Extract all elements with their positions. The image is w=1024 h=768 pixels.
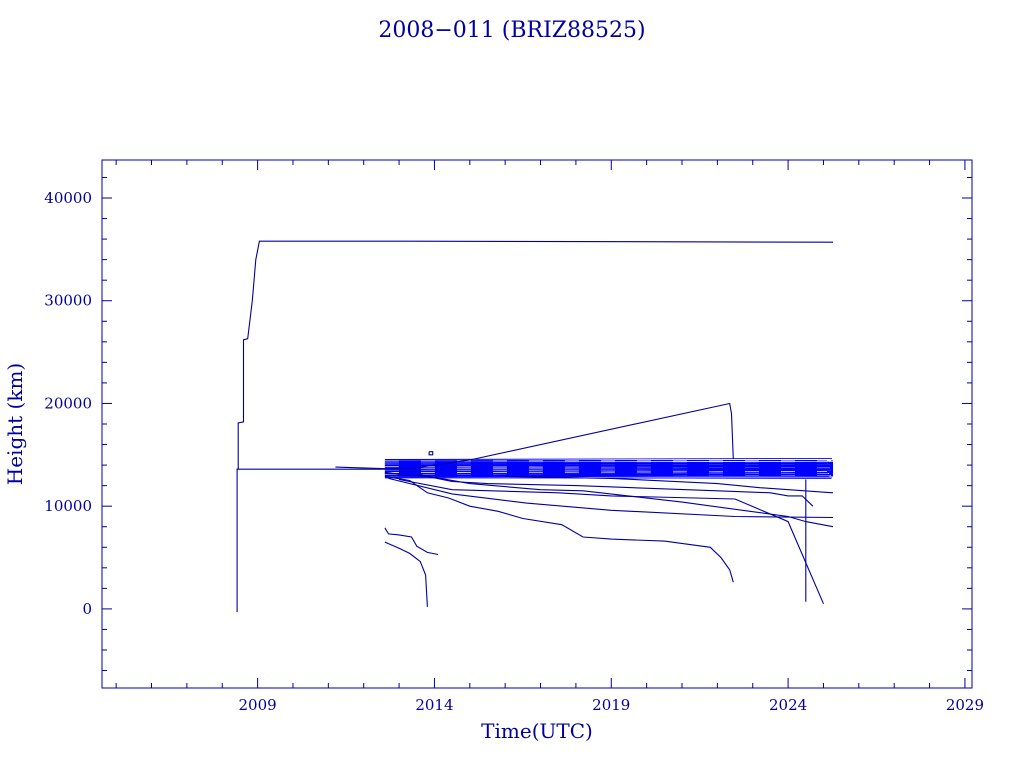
dense-band-line [384, 466, 832, 469]
series-line [237, 240, 834, 470]
y-tick-label: 0 [82, 600, 92, 618]
dense-band-line [384, 471, 828, 473]
plot-frame [101, 159, 973, 689]
axis-tick-labels: 2009 2014 2019 2024 2029 0 10000 20000 30000 4000… [44, 189, 984, 714]
x-tick-label: 2024 [769, 696, 807, 714]
series-line [384, 541, 428, 607]
series-line [388, 477, 834, 519]
x-tick-label: 2019 [592, 696, 630, 714]
y-axis-label: Height (km) [3, 363, 27, 485]
dense-band-line [384, 458, 833, 460]
series-line [384, 471, 814, 507]
series-line [398, 478, 825, 605]
x-tick-label: 2014 [415, 696, 453, 714]
series-line [236, 468, 385, 612]
y-tick-label: 10000 [44, 497, 92, 515]
y-tick-label: 20000 [44, 394, 92, 412]
x-tick-label: 2009 [239, 696, 277, 714]
series-line [416, 473, 834, 528]
series-line [335, 402, 734, 470]
dense-band-line [384, 462, 829, 465]
series-line [428, 451, 434, 456]
series-line [384, 527, 439, 556]
axis-ticks [102, 160, 972, 688]
chart-title: 2008−011 (BRIZ88525) [378, 18, 645, 43]
y-tick-label: 40000 [44, 189, 92, 207]
y-tick-label: 30000 [44, 292, 92, 310]
series-layer [236, 240, 834, 612]
dense-band-line [384, 475, 831, 478]
x-axis-label: Time(UTC) [481, 719, 593, 743]
series-line [505, 475, 834, 494]
series-line [384, 475, 734, 583]
x-tick-label: 2029 [946, 696, 984, 714]
